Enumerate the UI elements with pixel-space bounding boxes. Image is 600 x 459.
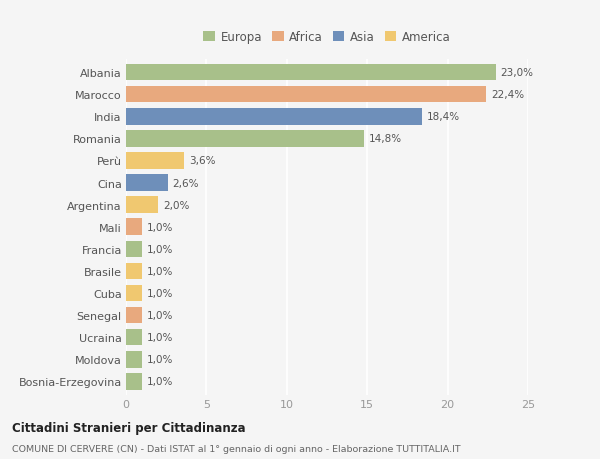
- Text: 1,0%: 1,0%: [147, 376, 173, 386]
- Text: 2,6%: 2,6%: [173, 178, 199, 188]
- Bar: [126, 307, 142, 324]
- Bar: [126, 153, 184, 169]
- Text: 1,0%: 1,0%: [147, 266, 173, 276]
- Text: 3,6%: 3,6%: [189, 156, 215, 166]
- Bar: [126, 197, 158, 213]
- Text: 1,0%: 1,0%: [147, 332, 173, 342]
- Bar: [126, 329, 142, 346]
- Text: 1,0%: 1,0%: [147, 310, 173, 320]
- Text: 14,8%: 14,8%: [369, 134, 402, 144]
- Text: 2,0%: 2,0%: [163, 200, 190, 210]
- Text: 1,0%: 1,0%: [147, 354, 173, 364]
- Bar: [126, 373, 142, 390]
- Bar: [126, 263, 142, 280]
- Text: 1,0%: 1,0%: [147, 288, 173, 298]
- Text: COMUNE DI CERVERE (CN) - Dati ISTAT al 1° gennaio di ogni anno - Elaborazione TU: COMUNE DI CERVERE (CN) - Dati ISTAT al 1…: [12, 444, 461, 453]
- Bar: [126, 285, 142, 302]
- Bar: [126, 351, 142, 368]
- Text: 1,0%: 1,0%: [147, 244, 173, 254]
- Bar: [126, 131, 364, 147]
- Text: 1,0%: 1,0%: [147, 222, 173, 232]
- Legend: Europa, Africa, Asia, America: Europa, Africa, Asia, America: [200, 29, 454, 46]
- Bar: [126, 219, 142, 235]
- Text: 18,4%: 18,4%: [427, 112, 460, 122]
- Bar: [126, 175, 168, 191]
- Bar: [126, 241, 142, 257]
- Text: 22,4%: 22,4%: [491, 90, 524, 100]
- Bar: [126, 109, 422, 125]
- Bar: [126, 87, 486, 103]
- Bar: [126, 65, 496, 81]
- Text: 23,0%: 23,0%: [500, 68, 533, 78]
- Text: Cittadini Stranieri per Cittadinanza: Cittadini Stranieri per Cittadinanza: [12, 421, 245, 434]
